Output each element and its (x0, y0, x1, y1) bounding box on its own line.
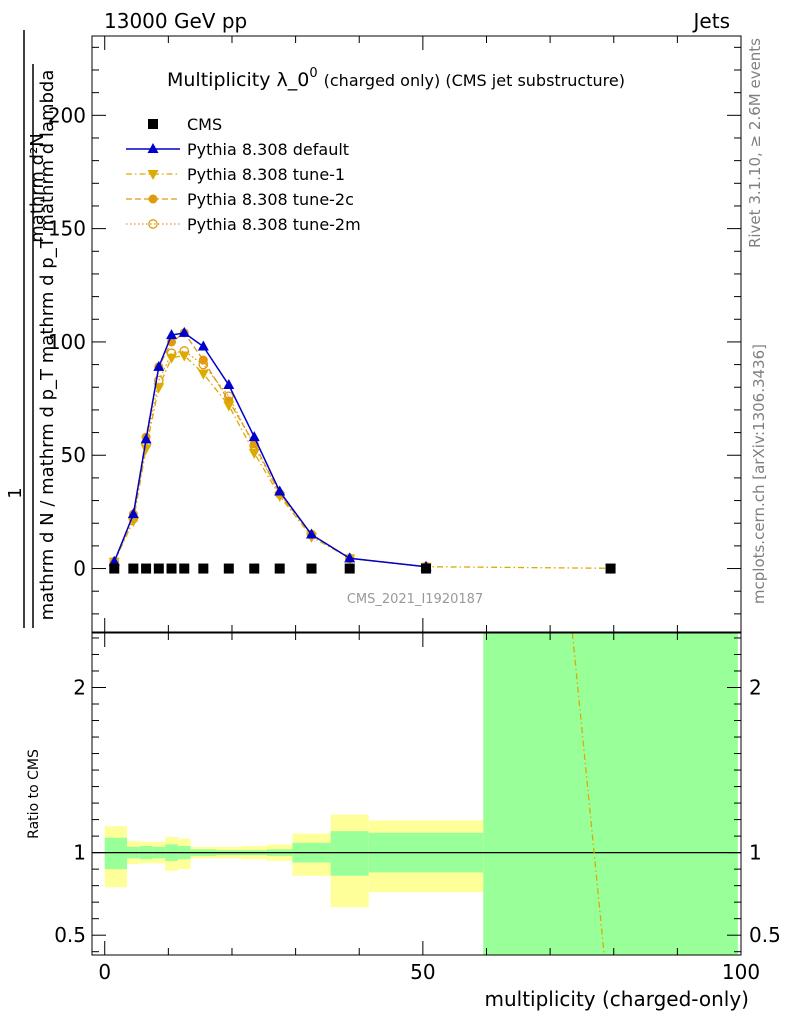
series-cms-point (344, 563, 355, 574)
x-tick-label: 100 (722, 960, 760, 984)
legend-marker (147, 170, 159, 180)
series-pythia-8-308-tune-1-point (140, 444, 152, 455)
series-cms-point (306, 563, 317, 574)
main-plot: 0 50 100 150 200 Multiplicity λ_00 (charged o… (5, 30, 742, 633)
legend-label: Pythia 8.308 tune-2m (187, 215, 361, 234)
legend-label: Pythia 8.308 tune-2c (187, 190, 354, 209)
ratio-y-tick-label-right: 1 (749, 841, 762, 865)
series-cms-point (166, 563, 177, 574)
analysis-watermark: CMS_2021_I1920187 (347, 592, 483, 607)
ratio-y-tick-label-right: 2 (749, 675, 762, 699)
ratio-y-tick-label: 1 (73, 841, 86, 865)
series-cms-point (421, 563, 432, 574)
ratio-plot: 0.5 0.5 1 1 2 2 0 50 100 Ratio to CMS multiplici… (26, 632, 781, 1011)
series-pythia-8-308-tune-1-point (166, 353, 178, 364)
legend-entry-cms: CMS (148, 115, 222, 134)
mcplots-credit-label: mcplots.cern.ch [arXiv:1306.3436] (750, 344, 768, 604)
y-axis-label-prefactor: 1 (5, 487, 26, 498)
ratio-y-tick-label: 2 (73, 675, 86, 699)
ratio-inner-band (104, 837, 127, 870)
series-cms-point (223, 563, 234, 574)
legend-label: CMS (187, 115, 222, 134)
legend-marker (148, 219, 158, 229)
series-cms-point (128, 563, 139, 574)
legend-entry-pythia-8-308-tune-2m: Pythia 8.308 tune-2m (126, 215, 361, 234)
series-cms-point (179, 563, 190, 574)
legend-marker (148, 194, 158, 204)
legend: CMS Pythia 8.308 default Pythia 8.308 tune… (126, 115, 361, 234)
plot-title: Multiplicity λ_00 (charged only) (CMS jet… (167, 66, 625, 91)
ratio-inner-band (483, 633, 738, 955)
ratio-y-tick-label-right: 0.5 (749, 923, 781, 947)
series-pythia-8-308-default-point (127, 508, 139, 519)
series-pythia-8-308-default-point (166, 329, 178, 340)
series-pythia-8-308-default-point (108, 555, 120, 566)
y-tick-label: 200 (48, 103, 86, 127)
rivet-version-label: Rivet 3.1.10, ≥ 2.6M events (746, 38, 764, 248)
y-axis-label: 1 mathrm d²N mathrm d N / mathrm d p_T m… (5, 30, 58, 628)
series-pythia-8-308-tune-1-point (223, 401, 235, 412)
series-cms (109, 563, 616, 574)
legend-marker (148, 119, 158, 129)
legend-entry-pythia-8-308-tune-2c: Pythia 8.308 tune-2c (126, 190, 354, 209)
legend-entry-pythia-8-308-default: Pythia 8.308 default (126, 140, 349, 159)
ratio-plot-frame (91, 632, 742, 956)
series-pythia-8-308-default-point (140, 433, 152, 444)
y-tick-label: 50 (61, 443, 86, 467)
x-tick-label: 50 (410, 960, 435, 984)
series-pythia-8-308-default-point (223, 378, 235, 389)
series-pythia-8-308-default-point (344, 552, 356, 563)
series-pythia-8-308-default-point (178, 326, 190, 337)
series-cms-point (198, 563, 209, 574)
series-pythia-8-308-default (108, 326, 432, 571)
y-axis-label-denominator: mathrm d N / mathrm d p_T mathrm d p_T m… (37, 70, 58, 621)
x-tick-label: 0 (98, 960, 111, 984)
legend-marker (147, 143, 159, 153)
x-axis-label: multiplicity (charged-only) (484, 987, 749, 1011)
series-pythia-8-308-default-point (274, 485, 286, 496)
legend-entry-pythia-8-308-tune-1: Pythia 8.308 tune-1 (126, 165, 345, 184)
legend-label: Pythia 8.308 default (187, 140, 349, 159)
series-pythia-8-308-tune-1-point (178, 351, 190, 362)
main-plot-frame (91, 35, 742, 633)
series-pythia-8-308-tune-1-point (197, 369, 209, 380)
series-pythia-8-308-tune-2m (109, 346, 431, 572)
y-tick-label: 150 (48, 217, 86, 241)
series-pythia-8-308-default-point (306, 528, 318, 539)
y-tick-label: 0 (73, 557, 86, 581)
header-jets-label: Jets (692, 9, 730, 33)
series-cms-point (109, 563, 120, 574)
series-cms-point (605, 563, 616, 574)
series-cms-point (153, 563, 164, 574)
series-cms-point (141, 563, 152, 574)
series-pythia-8-308-default-point (153, 360, 165, 371)
legend-label: Pythia 8.308 tune-1 (187, 165, 345, 184)
ratio-y-axis-label: Ratio to CMS (26, 749, 42, 839)
header-energy-label: 13000 GeV pp (104, 9, 247, 33)
series-pythia-8-308-tune-1-line (113, 354, 611, 569)
series-pythia-8-308-tune-1 (108, 351, 617, 575)
series-pythia-8-308-tune-2c-point (198, 355, 208, 365)
y-tick-label: 100 (48, 330, 86, 354)
series-pythia-8-308-default-point (248, 431, 260, 442)
ratio-y-tick-label: 0.5 (54, 923, 86, 947)
ratio-inner-band (330, 831, 369, 876)
series-cms-point (274, 563, 285, 574)
series-pythia-8-308-tune-1-point (248, 448, 260, 459)
series-cms-point (249, 563, 260, 574)
series-pythia-8-308-default-point (197, 340, 209, 351)
